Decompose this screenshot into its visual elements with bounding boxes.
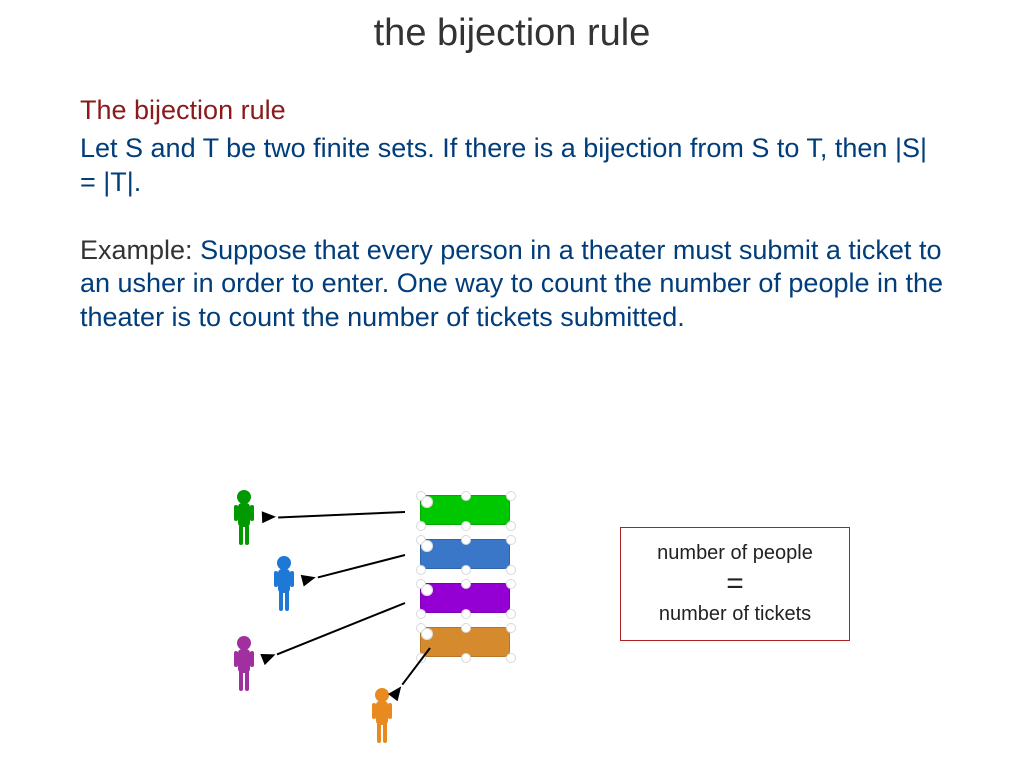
arrow-head-icon xyxy=(262,511,277,524)
ticket-icon xyxy=(420,539,510,569)
arrow-head-icon xyxy=(301,571,318,586)
ticket-icon xyxy=(420,583,510,613)
definition-text: Let S and T be two finite sets. If there… xyxy=(80,132,944,200)
person-icon xyxy=(230,635,258,693)
example-label: Example: xyxy=(80,235,193,265)
arrow-head-icon xyxy=(260,649,277,665)
ticket-icon xyxy=(420,495,510,525)
box-line1: number of people xyxy=(643,542,827,565)
equality-box: number of people = number of tickets xyxy=(620,527,850,641)
example-block: Example: Suppose that every person in a … xyxy=(80,234,944,335)
box-line2: number of tickets xyxy=(643,603,827,626)
example-text: Suppose that every person in a theater m… xyxy=(80,235,943,333)
page-title: the bijection rule xyxy=(0,12,1024,55)
mapping-arrow xyxy=(278,511,405,519)
subtitle: The bijection rule xyxy=(80,95,944,126)
mapping-arrow xyxy=(401,647,431,685)
bijection-diagram: number of people = number of tickets xyxy=(0,487,1024,777)
person-icon xyxy=(230,489,258,547)
mapping-arrow xyxy=(317,554,405,578)
ticket-icon xyxy=(420,627,510,657)
person-icon xyxy=(270,555,298,613)
box-equals: = xyxy=(643,569,827,599)
content-area: The bijection rule Let S and T be two fi… xyxy=(0,55,1024,335)
